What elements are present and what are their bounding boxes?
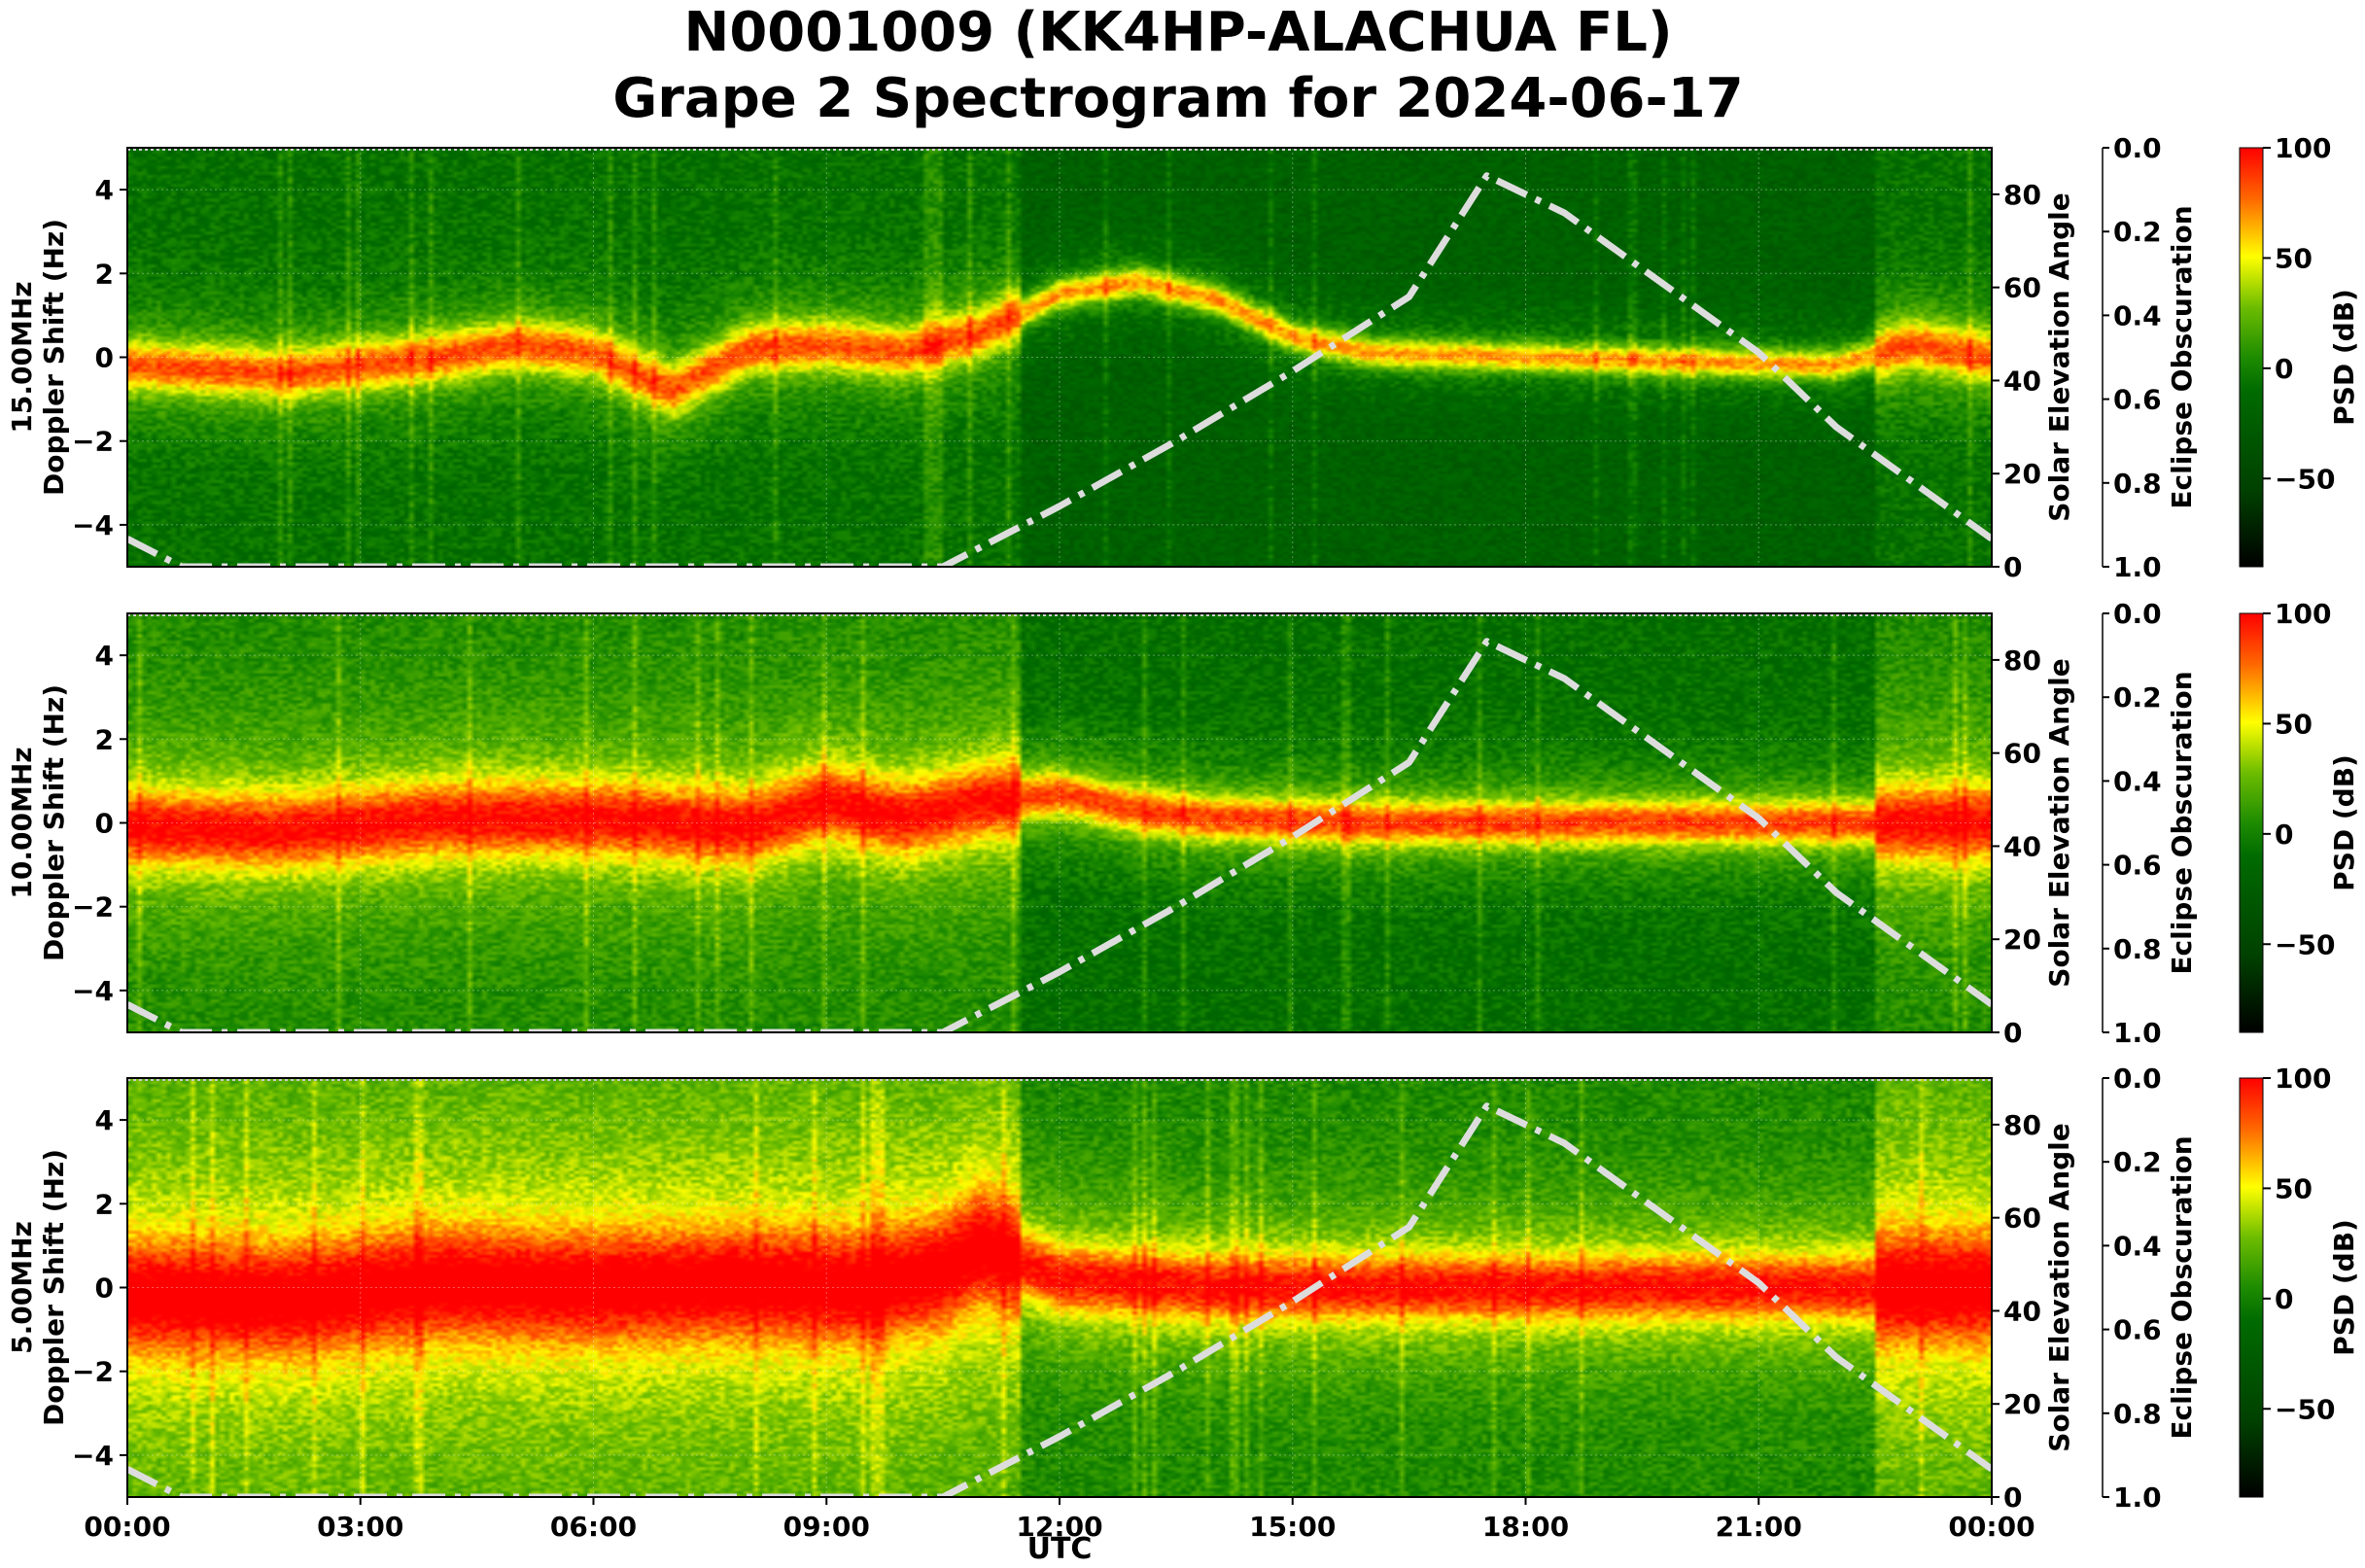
psd-axis-label: PSD (dB) <box>2328 1219 2360 1356</box>
psd-tick-label: 0 <box>2275 819 2293 851</box>
solar-tick-label: 60 <box>2003 1202 2041 1235</box>
eclipse-tick-label: 0.6 <box>2113 384 2162 416</box>
solar-elevation-curve <box>127 172 1992 567</box>
doppler-tick-label: −4 <box>72 509 114 541</box>
panel-15MHz: 420−2−415.00MHzDoppler Shift (Hz)0204060… <box>6 132 2360 583</box>
doppler-tick-label: −4 <box>72 975 114 1007</box>
solar-tick-label: 20 <box>2003 1388 2041 1420</box>
solar-tick-label: 40 <box>2003 365 2041 397</box>
eclipse-tick-label: 0.2 <box>2113 216 2162 248</box>
eclipse-tick-label: 0.2 <box>2113 1146 2162 1178</box>
eclipse-axis-label: Eclipse Obscuration <box>2166 205 2198 508</box>
eclipse-tick-label: 1.0 <box>2113 1481 2162 1514</box>
doppler-tick-label: 0 <box>95 342 114 374</box>
solar-tick-label: 80 <box>2003 1109 2041 1141</box>
psd-colorbar <box>2239 612 2264 1033</box>
eclipse-tick-label: 0.0 <box>2113 1063 2162 1095</box>
doppler-tick-label: 2 <box>95 1188 114 1220</box>
spectrogram-panels: 420−2−415.00MHzDoppler Shift (Hz)0204060… <box>6 132 2360 1514</box>
doppler-tick-label: 0 <box>95 1272 114 1305</box>
eclipse-tick-label: 0.6 <box>2113 850 2162 882</box>
psd-tick-label: 50 <box>2275 242 2313 274</box>
doppler-tick-label: 2 <box>95 723 114 755</box>
doppler-tick-label: 4 <box>95 174 114 206</box>
x-tick-label: 18:00 <box>1482 1511 1569 1543</box>
solar-axis-label: Solar Elevation Angle <box>2043 1123 2075 1451</box>
x-tick-label: 12:00 <box>1016 1511 1102 1543</box>
eclipse-tick-label: 0.8 <box>2113 1398 2162 1430</box>
solar-tick-label: 80 <box>2003 645 2041 677</box>
doppler-tick-label: −4 <box>72 1440 114 1472</box>
solar-tick-label: 0 <box>2003 1481 2022 1514</box>
psd-tick-label: −50 <box>2275 463 2335 495</box>
solar-axis-label: Solar Elevation Angle <box>2043 658 2075 987</box>
solar-elevation-curve <box>127 1102 1992 1497</box>
spectrogram-image <box>127 1078 1992 1497</box>
doppler-tick-label: −2 <box>72 891 114 923</box>
x-tick-label: 06:00 <box>550 1511 637 1543</box>
x-tick-label: 00:00 <box>1948 1511 2035 1543</box>
doppler-tick-label: 4 <box>95 1104 114 1136</box>
psd-axis-label: PSD (dB) <box>2328 754 2360 891</box>
psd-tick-label: −50 <box>2275 928 2335 960</box>
eclipse-tick-label: 1.0 <box>2113 551 2162 583</box>
solar-tick-label: 0 <box>2003 551 2022 583</box>
solar-tick-label: 40 <box>2003 830 2041 862</box>
doppler-tick-label: 2 <box>95 258 114 290</box>
eclipse-axis-label: Eclipse Obscuration <box>2166 1135 2198 1439</box>
psd-tick-label: 0 <box>2275 1283 2293 1315</box>
psd-tick-label: 0 <box>2275 353 2293 385</box>
solar-tick-label: 0 <box>2003 1017 2022 1049</box>
panel-5MHz: 420−2−45.00MHzDoppler Shift (Hz)02040608… <box>6 1063 2360 1514</box>
psd-tick-label: 50 <box>2275 1172 2313 1204</box>
psd-tick-label: −50 <box>2275 1393 2335 1425</box>
psd-colorbar <box>2239 1077 2264 1498</box>
eclipse-tick-label: 1.0 <box>2113 1017 2162 1049</box>
doppler-axis-label: 10.00MHzDoppler Shift (Hz) <box>6 684 70 961</box>
chart-title-line2: Grape 2 Spectrogram for 2024-06-17 <box>612 67 1743 130</box>
solar-tick-label: 60 <box>2003 272 2041 304</box>
eclipse-tick-label: 0.8 <box>2113 933 2162 965</box>
x-axis-label: UTC <box>1027 1532 1093 1566</box>
psd-tick-label: 100 <box>2275 132 2331 164</box>
solar-tick-label: 80 <box>2003 179 2041 211</box>
x-tick-label: 03:00 <box>317 1511 403 1543</box>
solar-tick-label: 60 <box>2003 738 2041 770</box>
solar-axis-label: Solar Elevation Angle <box>2043 192 2075 521</box>
solar-tick-label: 20 <box>2003 458 2041 490</box>
psd-colorbar <box>2239 147 2264 568</box>
x-tick-label: 15:00 <box>1249 1511 1336 1543</box>
eclipse-tick-label: 0.8 <box>2113 468 2162 500</box>
solar-tick-label: 40 <box>2003 1295 2041 1327</box>
eclipse-axis-label: Eclipse Obscuration <box>2166 671 2198 974</box>
eclipse-tick-label: 0.4 <box>2113 299 2162 331</box>
eclipse-tick-label: 0.4 <box>2113 1230 2162 1262</box>
doppler-axis-label: 5.00MHzDoppler Shift (Hz) <box>6 1149 70 1426</box>
eclipse-tick-label: 0.6 <box>2113 1314 2162 1346</box>
x-axis: 00:00 03:00 06:00 09:00 12:00 15:00 18:00 21:00… <box>84 1497 2035 1543</box>
doppler-axis-label: 15.00MHzDoppler Shift (Hz) <box>6 219 70 496</box>
spectrogram-image <box>127 148 1992 567</box>
eclipse-tick-label: 0.4 <box>2113 765 2162 797</box>
solar-elevation-curve <box>127 638 1992 1032</box>
solar-tick-label: 20 <box>2003 923 2041 956</box>
panel-10MHz: 420−2−410.00MHzDoppler Shift (Hz)0204060… <box>6 598 2360 1049</box>
chart-title-line1: N0001009 (KK4HP-ALACHUA FL) <box>683 1 1672 64</box>
eclipse-tick-label: 0.2 <box>2113 681 2162 714</box>
doppler-tick-label: −2 <box>72 1356 114 1388</box>
doppler-tick-label: 0 <box>95 808 114 840</box>
x-tick-label: 21:00 <box>1716 1511 1802 1543</box>
eclipse-tick-label: 0.0 <box>2113 598 2162 630</box>
psd-tick-label: 100 <box>2275 598 2331 630</box>
eclipse-tick-label: 0.0 <box>2113 132 2162 164</box>
psd-tick-label: 100 <box>2275 1063 2331 1095</box>
doppler-tick-label: −2 <box>72 426 114 458</box>
psd-axis-label: PSD (dB) <box>2328 289 2360 426</box>
x-tick-label: 09:00 <box>783 1511 870 1543</box>
spectrogram-image <box>127 613 1992 1032</box>
psd-tick-label: 50 <box>2275 708 2313 740</box>
doppler-tick-label: 4 <box>95 640 114 672</box>
x-tick-label: 00:00 <box>84 1511 170 1543</box>
